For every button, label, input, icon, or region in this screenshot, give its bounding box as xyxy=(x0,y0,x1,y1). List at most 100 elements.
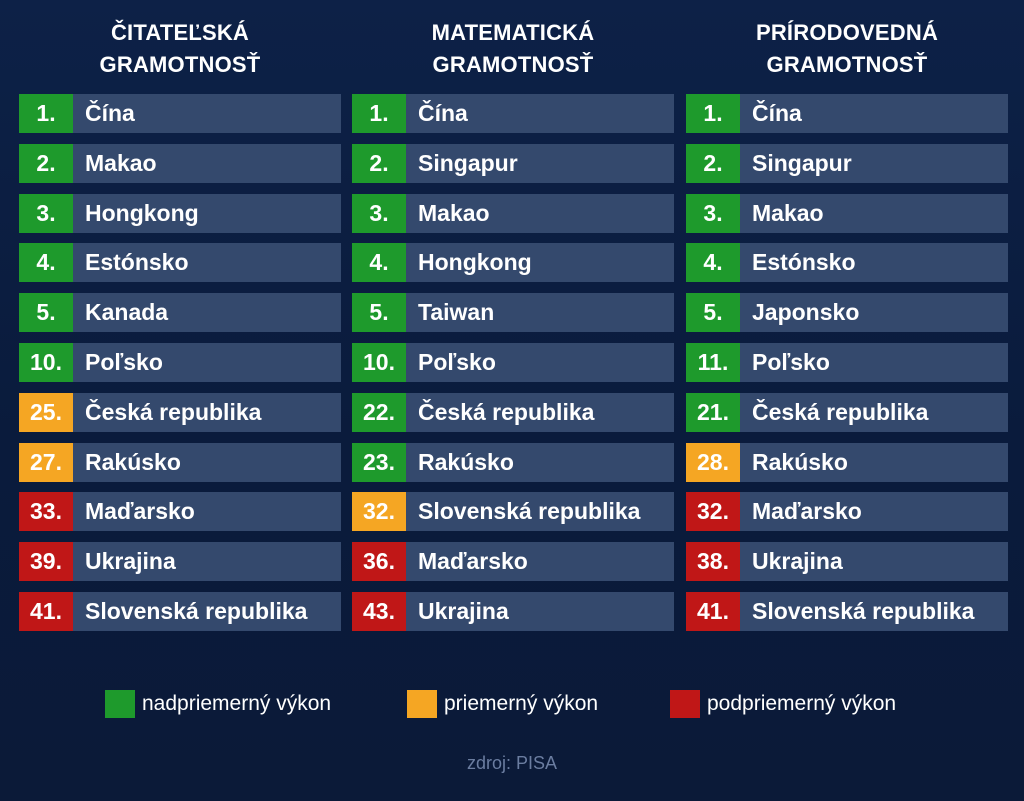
column-title-line2: GRAMOTNOSŤ xyxy=(432,52,594,77)
legend-swatch-red xyxy=(670,690,700,718)
column-title-line1: ČITATEĽSKÁ xyxy=(110,20,250,45)
country-name: Japonsko xyxy=(740,293,1008,333)
ranking-row: 43. Ukrajina xyxy=(352,592,674,631)
ranking-row: 39. Ukrajina xyxy=(19,542,341,582)
ranking-row: 23. Rakúsko xyxy=(352,442,674,482)
ranking-row: 2. Makao xyxy=(19,143,341,183)
rank-badge: 39. xyxy=(19,542,73,582)
rank-badge: 10. xyxy=(19,343,73,382)
rank-badge: 25. xyxy=(19,392,73,432)
column-title-line2: GRAMOTNOSŤ xyxy=(766,52,928,77)
legend-item-average: priemerný výkon xyxy=(407,689,598,719)
ranking-row: 5. Kanada xyxy=(19,293,341,333)
ranking-row: 33. Maďarsko xyxy=(19,492,341,532)
ranking-row: 11. Poľsko xyxy=(686,343,1008,382)
country-name: Hongkong xyxy=(73,193,341,233)
ranking-row: 1. Čína xyxy=(352,94,674,133)
legend-swatch-green xyxy=(105,690,135,718)
ranking-row: 4. Estónsko xyxy=(686,243,1008,283)
legend-label: nadpriemerný výkon xyxy=(142,692,332,715)
rank-badge: 23. xyxy=(352,442,406,482)
rank-badge: 2. xyxy=(352,143,406,183)
rank-badge: 3. xyxy=(686,193,740,233)
ranking-row: 32. Maďarsko xyxy=(686,492,1008,532)
ranking-row: 4. Estónsko xyxy=(19,243,341,283)
country-name: Slovenská republika xyxy=(740,592,1008,631)
rank-badge: 21. xyxy=(686,392,740,432)
legend-label: podpriemerný výkon xyxy=(707,692,897,715)
ranking-row: 4. Hongkong xyxy=(352,243,674,283)
ranking-row: 3. Makao xyxy=(686,193,1008,233)
rank-badge: 32. xyxy=(352,492,406,532)
column-math-literacy: MATEMATICKÁ GRAMOTNOSŤ 1. Čína 2. Singapur 3… xyxy=(352,0,674,631)
legend: nadpriemerný výkon priemerný výkon podpr… xyxy=(0,689,1024,719)
rank-badge: 4. xyxy=(352,243,406,283)
country-name: Česká republika xyxy=(73,392,341,432)
column-title-line2: GRAMOTNOSŤ xyxy=(99,52,261,77)
ranking-row: 22. Česká republika xyxy=(352,392,674,432)
rank-badge: 28. xyxy=(686,442,740,482)
column-title-line1: PRÍRODOVEDNÁ xyxy=(755,20,939,45)
rank-badge: 5. xyxy=(686,293,740,333)
country-name: Taiwan xyxy=(406,293,674,333)
column-title: ČITATEĽSKÁ GRAMOTNOSŤ xyxy=(19,0,341,94)
rank-badge: 41. xyxy=(686,592,740,631)
column-title: PRÍRODOVEDNÁ GRAMOTNOSŤ xyxy=(686,0,1008,94)
column-reading-literacy: ČITATEĽSKÁ GRAMOTNOSŤ 1. Čína 2. Makao 3. Hon… xyxy=(19,0,341,631)
rank-badge: 11. xyxy=(686,343,740,382)
ranking-row: 3. Makao xyxy=(352,193,674,233)
country-name: Estónsko xyxy=(740,243,1008,283)
rank-badge: 1. xyxy=(686,94,740,133)
rank-badge: 27. xyxy=(19,442,73,482)
rank-badge: 32. xyxy=(686,492,740,532)
rank-badge: 4. xyxy=(686,243,740,283)
column-title: MATEMATICKÁ GRAMOTNOSŤ xyxy=(352,0,674,94)
country-name: Hongkong xyxy=(406,243,674,283)
country-name: Maďarsko xyxy=(740,492,1008,532)
rank-badge: 41. xyxy=(19,592,73,631)
rank-badge: 10. xyxy=(352,343,406,382)
column-science-literacy: PRÍRODOVEDNÁ GRAMOTNOSŤ 1. Čína 2. Singapur… xyxy=(686,0,1008,631)
ranking-row: 10. Poľsko xyxy=(352,343,674,382)
column-title-line1: MATEMATICKÁ xyxy=(431,20,595,45)
ranking-row: 1. Čína xyxy=(19,94,341,133)
country-name: Poľsko xyxy=(740,343,1008,382)
ranking-row: 41. Slovenská republika xyxy=(19,592,341,631)
country-name: Česká republika xyxy=(740,392,1008,432)
ranking-row: 1. Čína xyxy=(686,94,1008,133)
rank-badge: 5. xyxy=(19,293,73,333)
legend-item-below-average: podpriemerný výkon xyxy=(670,689,896,719)
ranking-row: 21. Česká republika xyxy=(686,392,1008,432)
country-name: Čína xyxy=(740,94,1008,133)
country-name: Ukrajina xyxy=(406,592,674,631)
ranking-row: 25. Česká republika xyxy=(19,392,341,432)
country-name: Rakúsko xyxy=(73,442,341,482)
country-name: Ukrajina xyxy=(73,542,341,582)
legend-item-above-average: nadpriemerný výkon xyxy=(105,689,331,719)
ranking-row: 10. Poľsko xyxy=(19,343,341,382)
ranking-row: 32. Slovenská republika xyxy=(352,492,674,532)
rank-badge: 3. xyxy=(352,193,406,233)
country-name: Makao xyxy=(73,143,341,183)
ranking-row: 2. Singapur xyxy=(686,143,1008,183)
ranking-row: 5. Japonsko xyxy=(686,293,1008,333)
ranking-row: 28. Rakúsko xyxy=(686,442,1008,482)
rank-badge: 2. xyxy=(686,143,740,183)
country-name: Poľsko xyxy=(73,343,341,382)
ranking-row: 3. Hongkong xyxy=(19,193,341,233)
rank-badge: 1. xyxy=(352,94,406,133)
country-name: Ukrajina xyxy=(740,542,1008,582)
country-name: Rakúsko xyxy=(740,442,1008,482)
rank-badge: 33. xyxy=(19,492,73,532)
rank-badge: 22. xyxy=(352,392,406,432)
country-name: Estónsko xyxy=(73,243,341,283)
country-name: Maďarsko xyxy=(73,492,341,532)
country-name: Singapur xyxy=(740,143,1008,183)
country-name: Čína xyxy=(406,94,674,133)
country-name: Česká republika xyxy=(406,392,674,432)
country-name: Čína xyxy=(73,94,341,133)
ranking-row: 5. Taiwan xyxy=(352,293,674,333)
legend-label: priemerný výkon xyxy=(444,692,599,715)
rank-badge: 2. xyxy=(19,143,73,183)
country-name: Slovenská republika xyxy=(73,592,341,631)
